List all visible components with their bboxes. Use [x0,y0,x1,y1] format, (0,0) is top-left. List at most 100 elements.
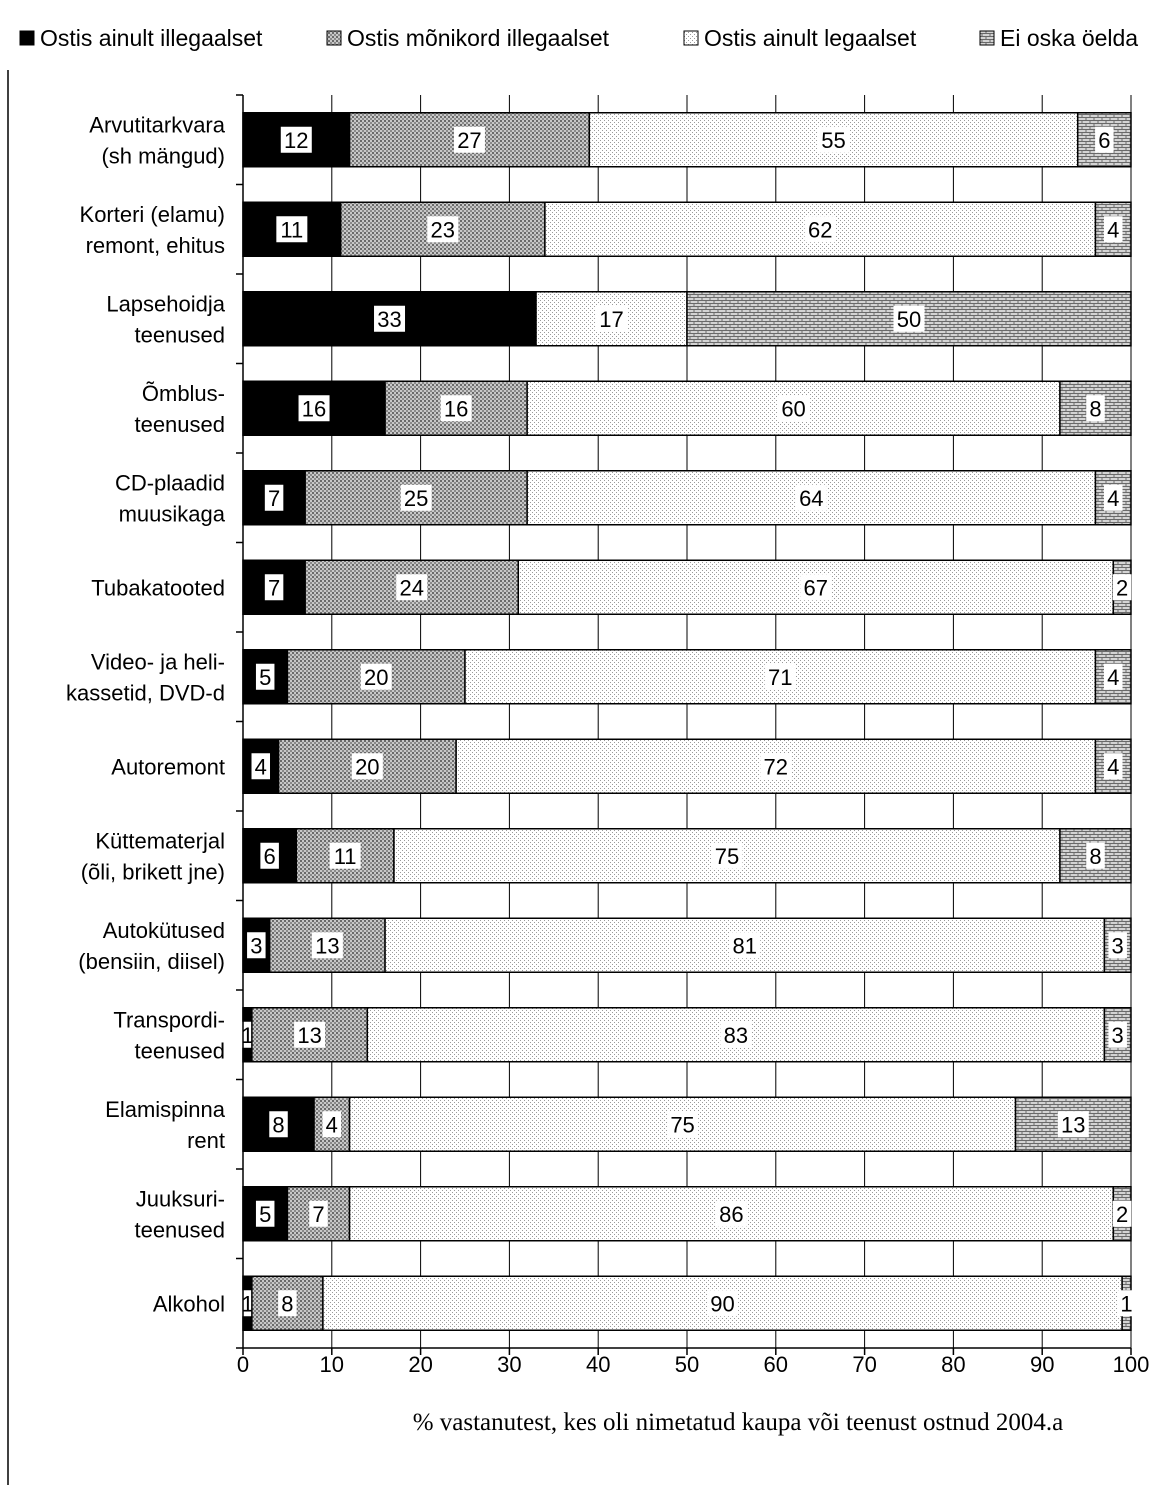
value-label-bg [778,395,810,422]
legend-item: Ostis mõnikord illegaalset [326,25,610,51]
value-label-bg [893,305,925,332]
legend-label: Ostis ainult legaalset [704,25,917,51]
category-label: kassetid, DVD-d [66,680,225,705]
value-label: 20 [355,754,379,779]
value-label-bg [396,574,428,601]
value-label-bg [400,484,432,511]
x-tick-label: 60 [764,1352,788,1377]
value-label-bg [711,842,743,869]
value-label-bg [818,126,850,153]
value-label-bg [1095,126,1114,153]
x-tick-label: 50 [675,1352,699,1377]
value-label: 50 [897,307,921,332]
value-label: 16 [444,396,468,421]
bar-segment [1094,201,1132,257]
value-label-bg [360,663,392,690]
value-label-bg [1112,574,1132,601]
value-label: 27 [457,128,481,153]
category-label: teenused [134,1217,225,1242]
value-label: 11 [334,844,357,869]
value-label-bg [1086,842,1105,869]
value-label: 64 [799,486,823,511]
value-label: 1 [241,1291,253,1316]
bar-row: 5 7 86 2 [242,1186,1132,1242]
bar-segment [1076,112,1132,168]
category-label: (sh mängud) [101,143,225,168]
value-label-bg [1112,1200,1132,1227]
value-label: 12 [284,128,308,153]
value-label: 81 [732,933,756,958]
legend: Ostis ainult illegaalset Ostis mõnikord i… [19,25,1138,51]
value-label-bg [309,1200,328,1227]
value-label: 4 [326,1112,338,1137]
value-label: 4 [255,754,267,779]
value-label-bg [269,1111,288,1138]
value-label: 3 [1112,1023,1124,1048]
bar-row: 16 16 60 8 [242,380,1132,436]
x-tick-label: 90 [1030,1352,1054,1377]
value-label-bg [596,305,628,332]
value-label-bg [1108,932,1127,959]
x-tick-label: 40 [586,1352,610,1377]
value-label-bg [322,1111,342,1138]
value-label-bg [311,932,343,959]
value-label-bg [1117,1290,1136,1317]
value-label: 13 [315,933,339,958]
value-label-bg [255,663,275,690]
value-label: 33 [377,307,401,332]
value-label-bg [280,126,312,153]
value-label: 4 [1107,665,1119,690]
value-label: 24 [399,575,423,600]
x-tick-label: 20 [408,1352,432,1377]
value-label: 62 [808,217,832,242]
value-label: 1 [241,1023,253,1048]
category-label: Elamispinna [105,1097,226,1122]
bar-row: 8 4 75 13 [242,1096,1132,1152]
value-label-bg [260,842,279,869]
axes [236,94,1132,1355]
x-axis-label: % vastanutest, kes oli nimetatud kaupa v… [413,1409,1064,1436]
bar-row: 7 25 64 4 [242,470,1132,526]
legend-swatch [979,30,995,46]
value-label-bg [278,1290,297,1317]
category-label: Autoremont [111,754,225,779]
bar-segment [242,470,306,526]
category-label: Video- ja heli- [91,649,225,674]
value-label: 90 [710,1291,734,1316]
category-labels: Arvutitarkvara (sh mängud) Korteri (elamu)… [66,112,226,1316]
category-label: teenused [134,412,225,437]
value-label-bg [729,932,761,959]
value-label-bg [247,932,266,959]
category-label: CD-plaadid [115,470,225,495]
legend-swatch [683,30,699,46]
value-label-bg [329,842,361,869]
category-label: muusikaga [119,501,226,526]
category-label: Autokütused [103,918,225,943]
category-label: Õmblus- [142,381,225,406]
value-label: 8 [272,1112,284,1137]
value-label-bg [251,753,271,780]
value-label: 4 [1107,754,1119,779]
value-label-bg [427,216,459,243]
value-label: 86 [719,1202,743,1227]
value-label: 13 [1061,1112,1085,1137]
x-tick-label: 10 [320,1352,344,1377]
category-label: (õli, brikett jne) [81,859,225,884]
value-label: 75 [670,1112,694,1137]
value-label-bg [351,753,383,780]
value-label-bg [1103,216,1123,243]
x-tick-label: 70 [852,1352,876,1377]
legend-swatch [19,30,35,46]
value-label: 2 [1116,575,1128,600]
value-label-bg [764,663,796,690]
value-label-bg [374,305,406,332]
value-label: 17 [599,307,623,332]
category-label: Alkohol [153,1291,225,1316]
value-label-bg [760,753,792,780]
bar-row: 12 27 55 6 [242,112,1132,168]
value-label-bg [264,484,284,511]
legend-label: Ostis ainult illegaalset [40,25,263,51]
value-label: 5 [259,665,271,690]
value-label: 8 [1089,396,1101,421]
